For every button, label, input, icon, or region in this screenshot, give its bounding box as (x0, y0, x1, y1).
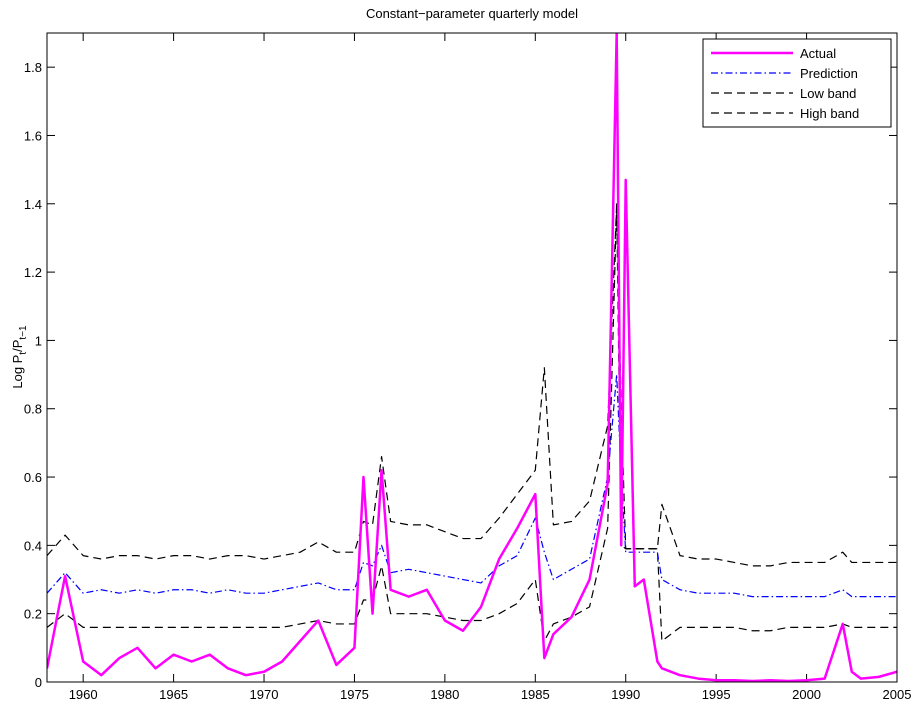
x-tick-label: 1985 (521, 687, 550, 702)
legend-label: Prediction (800, 66, 858, 81)
series-line (47, 33, 897, 682)
y-label-sub: t−1 (18, 325, 29, 340)
y-axis-label: Log Pt/Pt−1 (10, 325, 29, 389)
y-label-part: /P (10, 340, 25, 352)
y-tick-label: 0.4 (24, 538, 42, 553)
x-tick-label: 1995 (702, 687, 731, 702)
plot-frame (46, 32, 898, 683)
plot-lines (47, 33, 897, 682)
x-tick-label: 1960 (69, 687, 98, 702)
legend-label: Low band (800, 86, 856, 101)
y-tick-label: 1 (35, 333, 42, 348)
y-tick-label: 0.2 (24, 607, 42, 622)
legend-label: High band (800, 106, 859, 121)
series-line (47, 373, 897, 598)
y-tick-label: 1.8 (24, 60, 42, 75)
x-tick-label: 2005 (883, 687, 912, 702)
y-label-sub: t (18, 352, 29, 355)
y-tick-label: 1.4 (24, 197, 42, 212)
y-label-part: Log P (10, 355, 25, 389)
legend-label: Actual (800, 46, 836, 61)
x-tick-label: 1990 (611, 687, 640, 702)
x-tick-label: 1970 (250, 687, 279, 702)
y-tick-label: 0 (35, 675, 42, 690)
series-line (47, 203, 897, 567)
x-tick-label: 1975 (340, 687, 369, 702)
x-tick-label: 1965 (159, 687, 188, 702)
y-tick-label: 1.2 (24, 265, 42, 280)
x-tick-label: 2000 (792, 687, 821, 702)
series-line (47, 203, 897, 642)
y-tick-label: 0.8 (24, 402, 42, 417)
chart-title: Constant−parameter quarterly model (366, 6, 578, 21)
legend: Actual Prediction Low band High band (702, 38, 892, 128)
y-tick-label: 1.6 (24, 128, 42, 143)
x-tick-label: 1980 (430, 687, 459, 702)
y-tick-label: 0.6 (24, 470, 42, 485)
